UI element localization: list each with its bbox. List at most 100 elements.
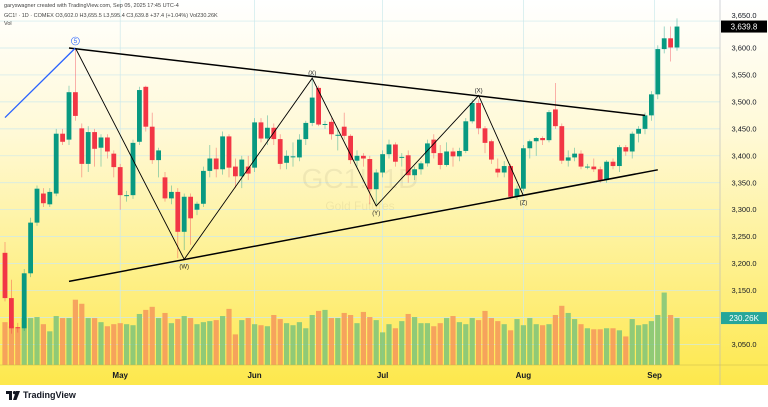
candle bbox=[162, 171, 168, 202]
candle bbox=[649, 91, 654, 121]
wave-label: (W) bbox=[179, 264, 189, 270]
candle bbox=[111, 150, 117, 178]
volume-bar bbox=[60, 318, 66, 365]
volume-legend[interactable]: Vol bbox=[4, 21, 12, 27]
watermark-name: Gold Futures bbox=[325, 199, 394, 213]
candle bbox=[258, 118, 264, 143]
volume-bar bbox=[463, 324, 469, 365]
time-tick-label: Jun bbox=[247, 371, 261, 380]
candle bbox=[431, 134, 437, 159]
candle-body bbox=[47, 191, 53, 205]
candle bbox=[463, 118, 469, 154]
candle-body bbox=[636, 128, 641, 134]
candle bbox=[201, 166, 206, 208]
volume-bar bbox=[149, 306, 155, 365]
candle-body bbox=[21, 273, 27, 329]
candle bbox=[41, 188, 46, 208]
volume-bar bbox=[610, 328, 616, 365]
candle-body bbox=[309, 97, 315, 123]
candle-body bbox=[597, 169, 603, 181]
volume-bar bbox=[540, 325, 546, 365]
volume-bar bbox=[213, 320, 219, 365]
candle bbox=[130, 139, 136, 199]
volume-bar bbox=[597, 329, 603, 365]
volume-bar bbox=[239, 320, 245, 365]
candle bbox=[636, 126, 641, 143]
volume-bar bbox=[661, 292, 667, 365]
volume-bar bbox=[514, 319, 520, 365]
volume-bar bbox=[668, 315, 674, 365]
volume-bar bbox=[380, 332, 386, 365]
candle-body bbox=[335, 134, 341, 136]
candle-body bbox=[329, 121, 334, 135]
volume-bar bbox=[354, 323, 360, 365]
volume-bar bbox=[604, 328, 610, 365]
price-tick-label: 3,450.0 bbox=[731, 124, 756, 133]
volume-bar bbox=[546, 324, 552, 365]
candle bbox=[591, 158, 597, 172]
price-chart[interactable]: GC1!, 1D Gold Futures 5 (W) (X) (Y) (X) (Z) 3… bbox=[0, 0, 768, 385]
candle bbox=[655, 45, 661, 100]
candle-body bbox=[386, 144, 392, 155]
volume-bar bbox=[655, 315, 661, 365]
price-axis[interactable]: 3,050.0 3,150.0 3,200.0 3,250.0 3,300.0 3,350… bbox=[721, 11, 767, 349]
volume-bar bbox=[28, 318, 34, 365]
wave-line bbox=[74, 47, 524, 261]
candle bbox=[290, 142, 296, 167]
volume-bar bbox=[143, 309, 149, 365]
candle bbox=[277, 134, 283, 170]
candle-body bbox=[252, 122, 257, 168]
candle-body bbox=[290, 156, 296, 158]
candle-body bbox=[649, 94, 654, 116]
volume-bar bbox=[264, 326, 270, 365]
candle-body bbox=[617, 147, 622, 167]
watermark-symbol: GC1!, 1D bbox=[302, 163, 419, 194]
candle-body bbox=[316, 87, 321, 125]
candle-body bbox=[348, 135, 353, 161]
symbol-legend[interactable]: GC1! · 1D · COMEX O3,602.0 H3,655.5 L3,5… bbox=[4, 13, 218, 19]
volume-bar bbox=[72, 299, 78, 365]
tradingview-logo[interactable]: TradingView bbox=[6, 390, 76, 400]
candle bbox=[316, 85, 321, 127]
volume-bar bbox=[47, 331, 53, 365]
volume-bar bbox=[591, 329, 597, 365]
candle bbox=[661, 26, 667, 54]
candle bbox=[489, 139, 494, 164]
volume-bar bbox=[8, 326, 14, 365]
candle bbox=[329, 118, 334, 140]
volume-bar bbox=[488, 318, 494, 365]
wave-label: (Z) bbox=[520, 201, 528, 207]
candle-body bbox=[341, 126, 347, 136]
candle bbox=[341, 112, 347, 140]
drawings[interactable]: 5 (W) (X) (Y) (X) (Z) bbox=[4, 36, 658, 283]
volume-bar bbox=[175, 319, 181, 365]
candle-body bbox=[34, 188, 40, 223]
candle-body bbox=[284, 155, 289, 163]
time-tick-label: Jul bbox=[377, 371, 389, 380]
candle bbox=[21, 268, 27, 331]
volume-bar bbox=[373, 320, 379, 365]
volume-bar bbox=[444, 318, 450, 365]
volume-bar bbox=[559, 305, 565, 365]
candle-body bbox=[578, 153, 584, 167]
candle bbox=[585, 163, 590, 170]
candle-body bbox=[9, 298, 14, 329]
time-axis[interactable]: May Jun Jul Aug Sep bbox=[112, 371, 662, 380]
candle-body bbox=[73, 92, 78, 116]
candle-body bbox=[623, 147, 629, 152]
volume-bar bbox=[21, 318, 27, 365]
candle bbox=[149, 112, 155, 164]
last-volume-label: 230.26K bbox=[729, 314, 759, 323]
volume-bar bbox=[501, 324, 507, 365]
volume-bar bbox=[520, 325, 526, 365]
candle-body bbox=[661, 38, 667, 50]
candle-body bbox=[15, 327, 21, 329]
volume-bar bbox=[552, 315, 558, 365]
price-tick-label: 3,350.0 bbox=[731, 178, 756, 187]
candle-body bbox=[322, 123, 328, 125]
volume-bar bbox=[623, 336, 629, 365]
candle bbox=[367, 155, 373, 205]
volume-bar bbox=[98, 322, 104, 365]
candle-body bbox=[303, 122, 309, 140]
candle bbox=[226, 134, 232, 178]
